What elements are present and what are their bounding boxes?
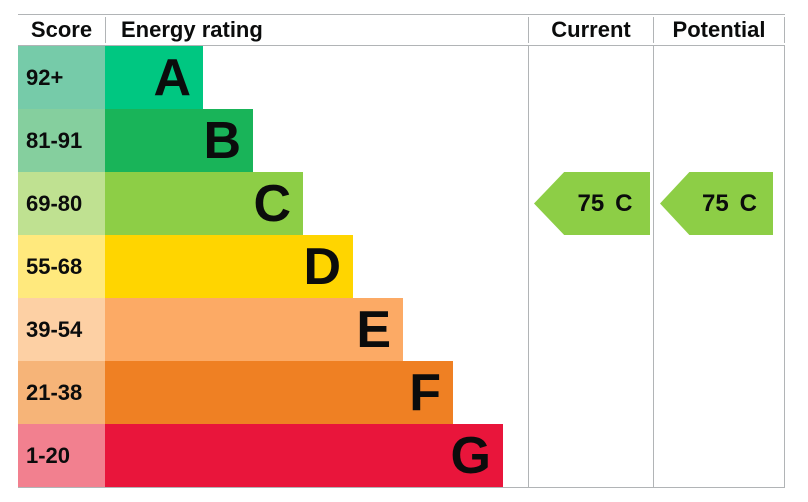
potential-column-cell [653,298,785,361]
band-row-a: 92+ A [18,46,785,109]
rating-letter: G [450,426,491,485]
rating-bar-area: F [105,361,528,424]
rating-bar-area: G [105,424,528,487]
score-column-header: Score [30,17,93,42]
rating-bar-c: C [105,172,303,235]
current-column-cell [528,235,653,298]
potential-column-cell [653,361,785,424]
rating-bar-g: G [105,424,503,487]
current-column-cell [528,46,653,109]
band-row-d: 55-68 D [18,235,785,298]
score-range-label: 1-20 [18,424,105,487]
score-range-label: 39-54 [18,298,105,361]
potential-band-letter: C [739,189,758,217]
rating-bar-area: D [105,235,528,298]
potential-column-cell [653,109,785,172]
rating-bar-d: D [105,235,353,298]
rating-letter: E [356,300,391,359]
rating-bar-area: A [105,46,528,109]
score-range-label: 81-91 [18,109,105,172]
rating-bar-area: E [105,298,528,361]
band-row-b: 81-91 B [18,109,785,172]
rating-bar-e: E [105,298,403,361]
rating-letter: C [253,174,291,233]
rating-bar-a: A [105,46,203,109]
rating-letter: B [203,111,241,170]
score-range-label: 21-38 [18,361,105,424]
rating-bar-f: F [105,361,453,424]
rating-bar-area: B [105,109,528,172]
current-column-header: Current [528,17,653,43]
band-rows: 92+ A 81-91 B 69-80 C 55-68 D 39-54 E 21-38 F 1-20 G [18,46,785,487]
energy-rating-chart: Score Energy rating Current Potential 92… [18,14,785,488]
band-row-g: 1-20 G [18,424,785,487]
band-row-e: 39-54 E [18,298,785,361]
rating-letter: A [153,48,191,107]
band-row-c: 69-80 C [18,172,785,235]
score-range-label: 55-68 [18,235,105,298]
rating-bar-b: B [105,109,253,172]
current-column-cell [528,298,653,361]
score-range-label: 92+ [18,46,105,109]
current-column-cell [528,361,653,424]
potential-column-cell [653,46,785,109]
rating-bar-area: C [105,172,528,235]
energy-rating-column-header: Energy rating [105,17,528,43]
potential-column-cell [653,172,785,235]
potential-column-cell [653,424,785,487]
current-score-value: 75 [577,189,605,217]
chart-header-row: Score Energy rating Current Potential [18,14,785,46]
rating-letter: F [409,363,441,422]
current-column-cell [528,172,653,235]
current-column-cell [528,109,653,172]
current-band-letter: C [615,189,633,217]
potential-score-value: 75 [701,189,729,217]
band-row-f: 21-38 F [18,361,785,424]
potential-column-cell [653,235,785,298]
potential-column-header: Potential [653,17,785,43]
current-column-cell [528,424,653,487]
rating-letter: D [303,237,341,296]
score-range-label: 69-80 [18,172,105,235]
